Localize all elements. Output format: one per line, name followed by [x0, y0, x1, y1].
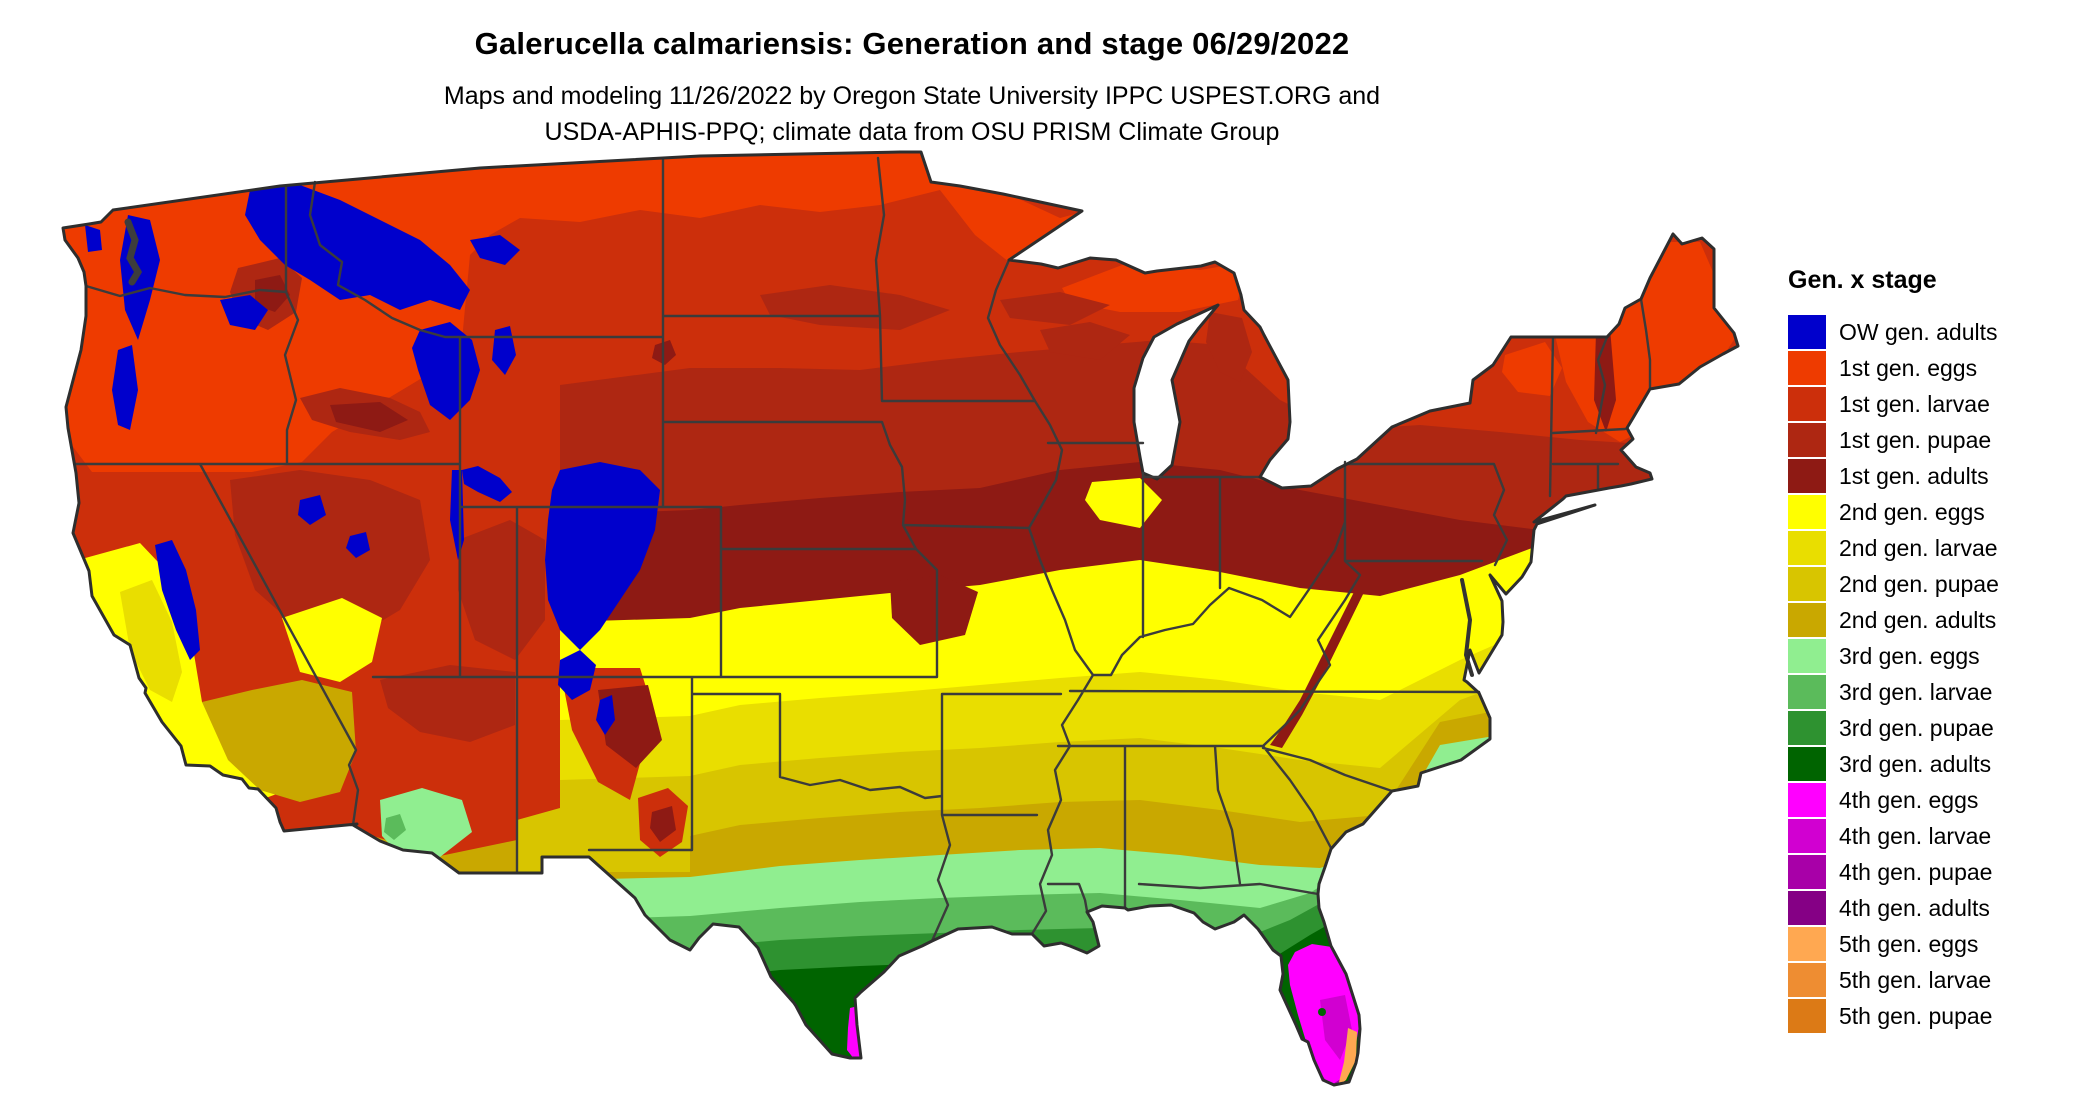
subtitle-line-1: Maps and modeling 11/26/2022 by Oregon S…: [443, 82, 1381, 110]
legend-item-label: 3rd gen. pupae: [1839, 714, 1994, 741]
legend-swatch: [1788, 387, 1826, 421]
legend-item: 3rd gen. larvae: [1788, 675, 1999, 709]
legend-item: 5th gen. larvae: [1788, 963, 1999, 997]
legend-swatch: [1788, 495, 1826, 529]
legend-item-label: 4th gen. adults: [1839, 894, 1990, 921]
legend-swatch: [1788, 927, 1826, 961]
legend-item: 2nd gen. pupae: [1788, 567, 1999, 601]
chesapeake-bay: [1460, 578, 1474, 677]
us-outline: [61, 150, 1740, 1087]
legend: Gen. x stage OW gen. adults 1st gen. eggs…: [1788, 266, 1999, 1035]
legend-swatch: [1788, 783, 1826, 817]
legend-title: Gen. x stage: [1788, 266, 1937, 294]
legend-item: 5th gen. pupae: [1788, 999, 1999, 1033]
puget-sound: [124, 218, 143, 286]
legend-item-label: 1st gen. larvae: [1839, 390, 1990, 417]
legend-item-label: 5th gen. eggs: [1839, 930, 1979, 957]
legend-item-label: 3rd gen. larvae: [1839, 678, 1993, 705]
legend-swatch: [1788, 459, 1826, 493]
legend-swatch: [1788, 351, 1826, 385]
legend-item-label: 5th gen. pupae: [1839, 1002, 1993, 1029]
subtitle-line-2: USDA-APHIS-PPQ; climate data from OSU PR…: [544, 118, 1280, 146]
legend-swatch: [1788, 603, 1826, 637]
legend-swatch: [1788, 531, 1826, 565]
legend-item: 2nd gen. eggs: [1788, 495, 1999, 529]
legend-swatch: [1788, 891, 1826, 925]
legend-item-label: 2nd gen. eggs: [1839, 498, 1985, 525]
legend-item: 4th gen. eggs: [1788, 783, 1999, 817]
legend-item: 3rd gen. adults: [1788, 747, 1999, 781]
legend-item-label: 4th gen. larvae: [1839, 822, 1992, 849]
legend-item-label: 2nd gen. pupae: [1839, 570, 1999, 597]
legend-item: 2nd gen. adults: [1788, 603, 1999, 637]
legend-item: 1st gen. larvae: [1788, 387, 1999, 421]
legend-swatch: [1788, 639, 1826, 673]
legend-item: 5th gen. eggs: [1788, 927, 1999, 961]
legend-item: 1st gen. eggs: [1788, 351, 1999, 385]
legend-item-label: 4th gen. eggs: [1839, 786, 1979, 813]
legend-swatch: [1788, 711, 1826, 745]
legend-item: OW gen. adults: [1788, 315, 1999, 349]
legend-item-label: 5th gen. larvae: [1839, 966, 1992, 993]
legend-item-label: 1st gen. eggs: [1839, 354, 1978, 381]
legend-item: 4th gen. adults: [1788, 891, 1999, 925]
legend-item-label: 4th gen. pupae: [1839, 858, 1993, 885]
legend-swatch: [1788, 963, 1826, 997]
legend-swatch: [1788, 423, 1826, 457]
legend-item-label: 2nd gen. adults: [1839, 606, 1997, 633]
state-borders: [74, 156, 1652, 943]
legend-swatch: [1788, 567, 1826, 601]
legend-item-label: 2nd gen. larvae: [1839, 534, 1998, 561]
legend-item: 4th gen. larvae: [1788, 819, 1999, 853]
map-header: Galerucella calmariensis: Generation and…: [0, 26, 1824, 150]
legend-item-label: 3rd gen. eggs: [1839, 642, 1980, 669]
legend-item-label: 1st gen. pupae: [1839, 426, 1992, 453]
page-subtitle: Maps and modeling 11/26/2022 by Oregon S…: [0, 78, 1824, 150]
legend-swatch: [1788, 675, 1826, 709]
legend-item: 3rd gen. eggs: [1788, 639, 1999, 673]
legend-item: 1st gen. pupae: [1788, 423, 1999, 457]
legend-swatch: [1788, 819, 1826, 853]
legend-swatch: [1788, 855, 1826, 889]
legend-item-label: OW gen. adults: [1839, 318, 1998, 345]
legend-item: 2nd gen. larvae: [1788, 531, 1999, 565]
legend-swatch: [1788, 999, 1826, 1033]
legend-rows: OW gen. adults 1st gen. eggs 1st gen. larv…: [1788, 315, 1999, 1033]
legend-item-label: 1st gen. adults: [1839, 462, 1989, 489]
legend-swatch: [1788, 315, 1826, 349]
page-title: Galerucella calmariensis: Generation and…: [474, 26, 1350, 61]
legend-item: 4th gen. pupae: [1788, 855, 1999, 889]
legend-item-label: 3rd gen. adults: [1839, 750, 1992, 777]
legend-swatch: [1788, 747, 1826, 781]
legend-item: 3rd gen. pupae: [1788, 711, 1999, 745]
legend-item: 1st gen. adults: [1788, 459, 1999, 493]
